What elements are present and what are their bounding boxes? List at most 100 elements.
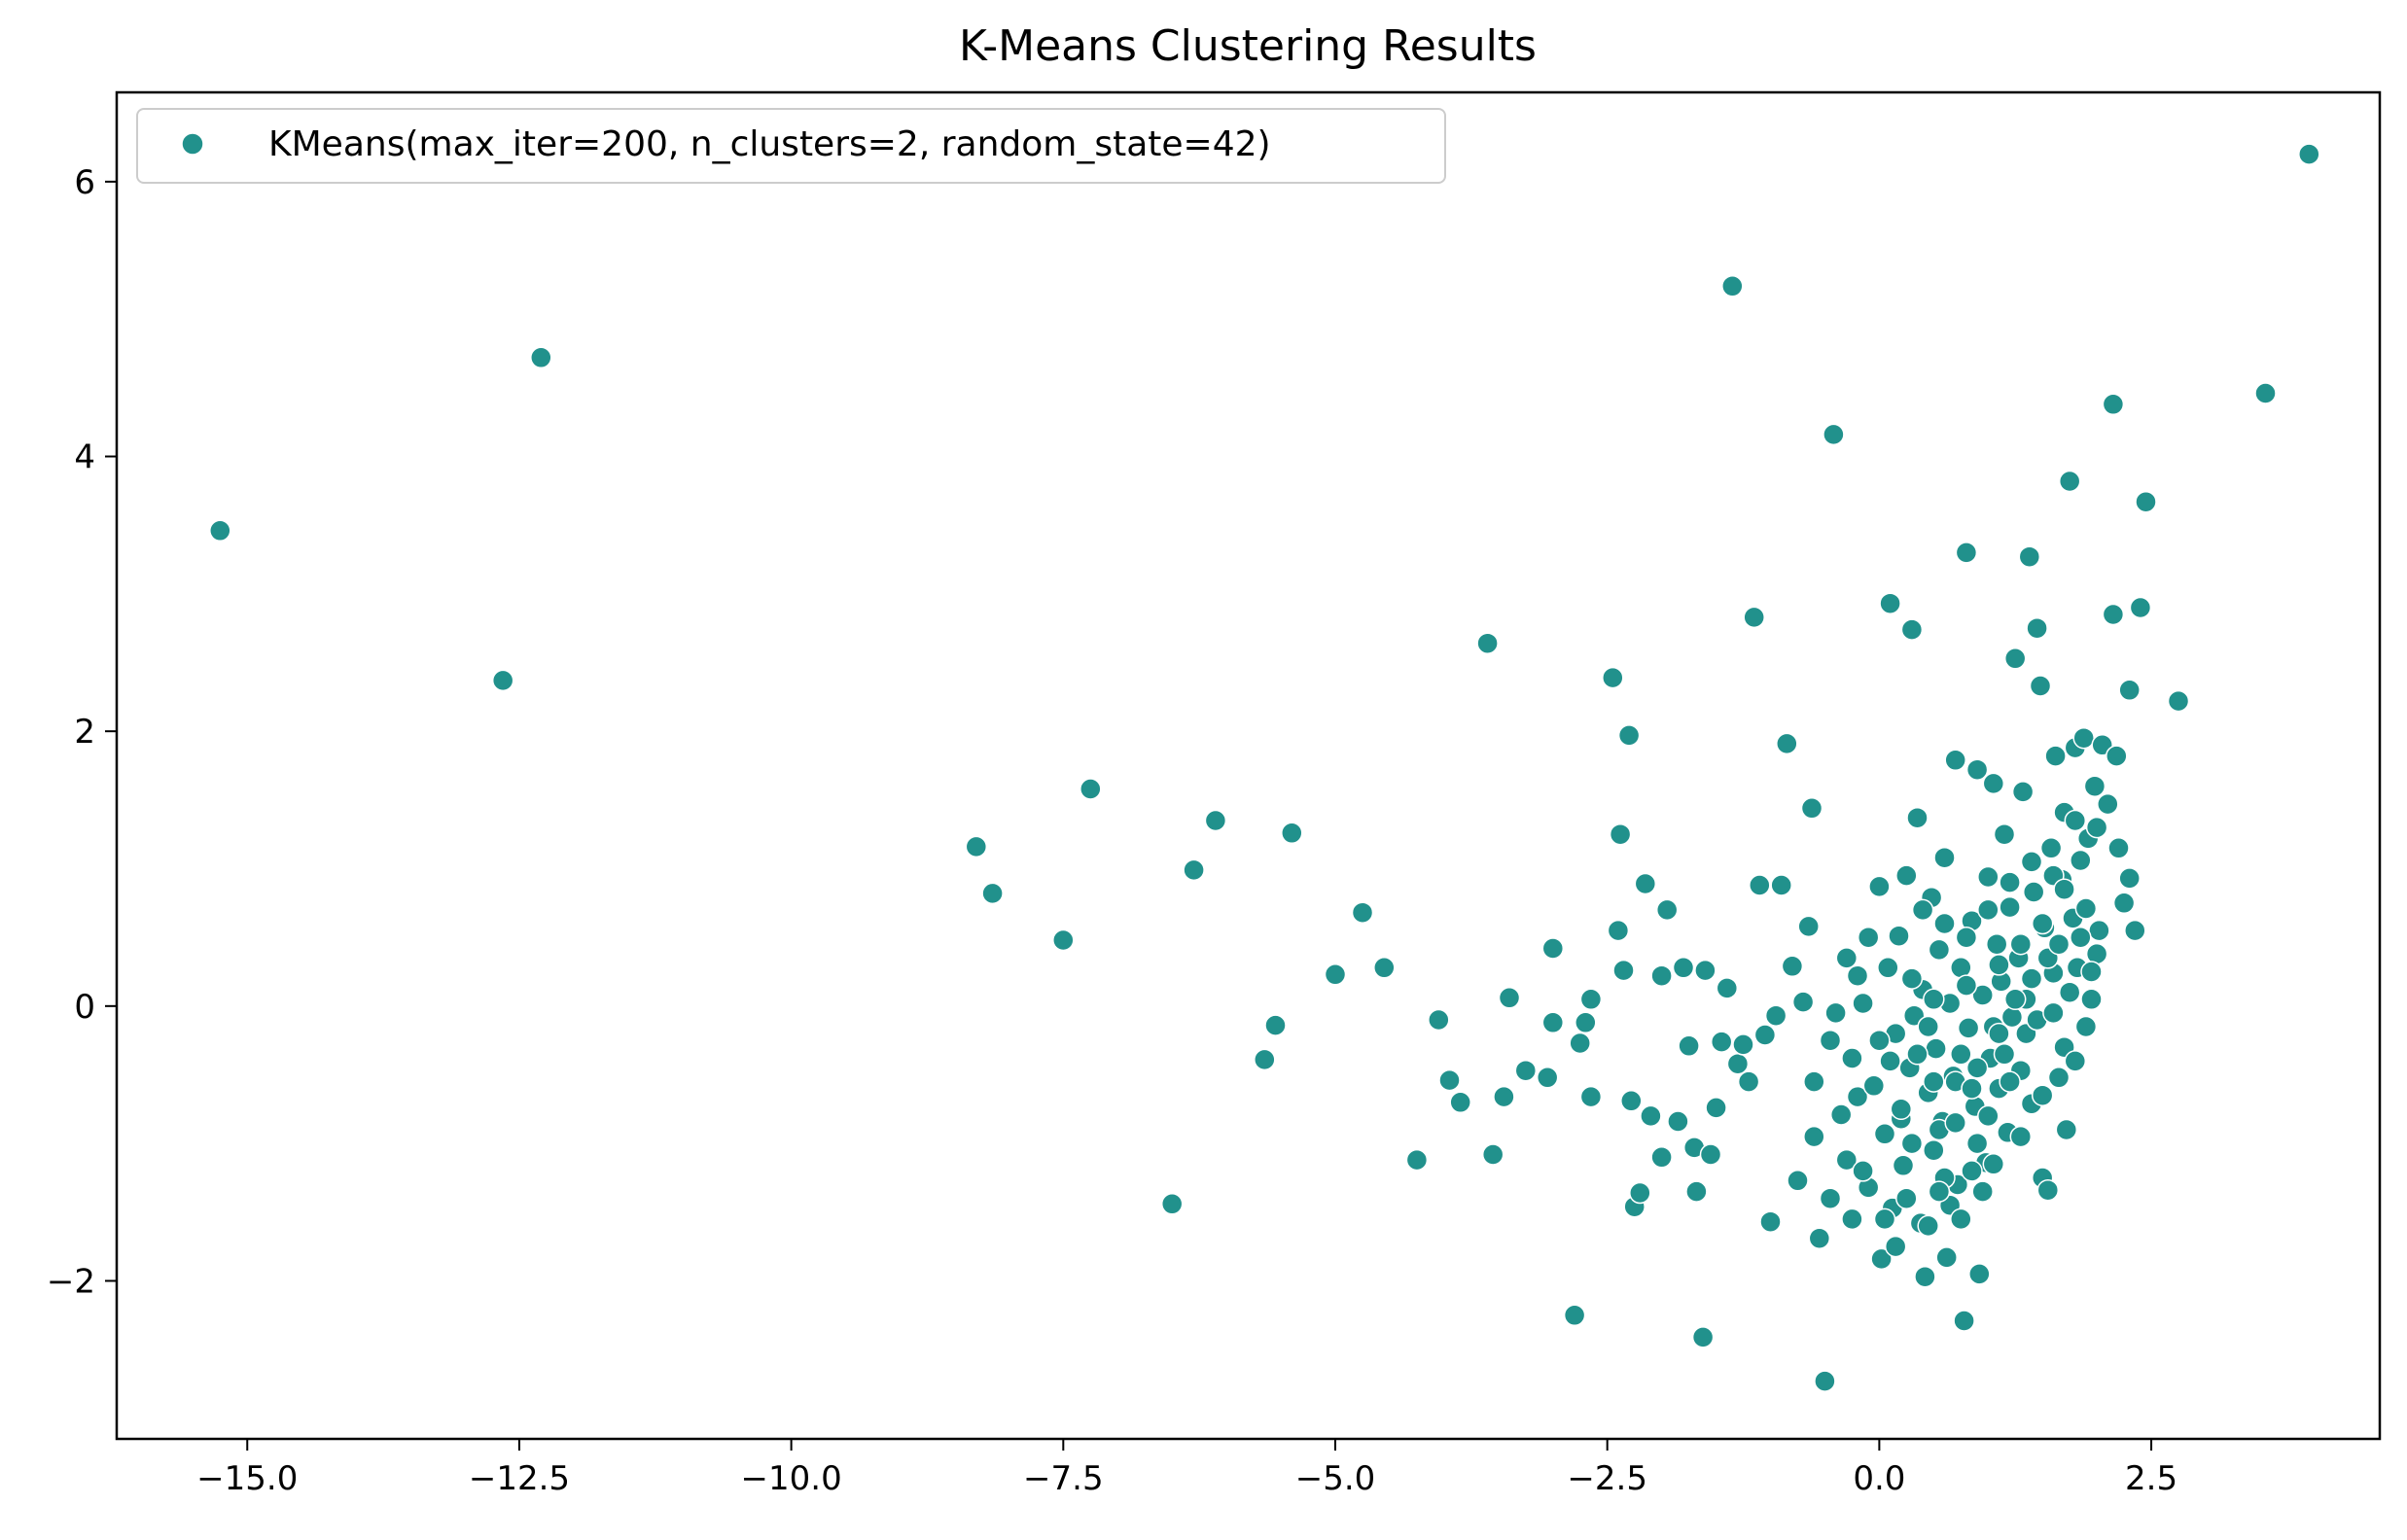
data-point <box>1438 1068 1461 1092</box>
data-point <box>2118 679 2141 702</box>
data-point <box>2070 849 2092 872</box>
data-point <box>2167 689 2190 713</box>
data-point <box>1699 1143 1722 1166</box>
data-point <box>2036 1178 2060 1202</box>
x-tick-label: −5.0 <box>1295 1459 1376 1498</box>
data-point <box>2009 1125 2033 1148</box>
data-point <box>1650 1146 1673 1169</box>
data-point <box>1749 874 1771 896</box>
data-point <box>2112 892 2136 915</box>
data-point <box>1993 822 2016 846</box>
data-point <box>1988 1022 2010 1045</box>
data-point <box>1961 1077 1983 1100</box>
data-point <box>1906 1043 1929 1066</box>
data-point <box>1764 1004 1788 1027</box>
data-point <box>1955 542 1978 564</box>
data-point <box>1541 1011 1565 1034</box>
data-point <box>1808 1227 1831 1249</box>
data-point <box>1950 1208 1972 1231</box>
points-layer <box>209 143 2320 1392</box>
legend-box <box>136 108 1446 184</box>
data-point <box>2011 781 2035 803</box>
data-point <box>2055 1118 2078 1141</box>
data-point <box>1721 275 1744 298</box>
data-point <box>2107 837 2130 859</box>
plot-frame <box>115 90 2382 1441</box>
data-point <box>1982 772 2005 795</box>
x-tick-label: −12.5 <box>469 1459 570 1498</box>
data-point <box>2298 143 2320 165</box>
data-point <box>1819 1029 1842 1052</box>
data-point <box>1743 606 1765 629</box>
data-point <box>2018 545 2041 568</box>
data-point <box>1678 1034 1700 1058</box>
data-point <box>1900 967 1924 990</box>
data-point <box>1944 749 1966 772</box>
data-point <box>1824 1001 1847 1025</box>
data-point <box>1955 974 1978 997</box>
data-point <box>1575 1011 1597 1034</box>
data-point <box>2022 881 2045 903</box>
data-point <box>1999 871 2021 893</box>
x-tick-label: 2.5 <box>2125 1459 2177 1498</box>
data-point <box>1928 938 1951 962</box>
data-point <box>1770 874 1792 896</box>
data-point <box>2031 1084 2054 1106</box>
data-point <box>2003 988 2027 1011</box>
data-point <box>1895 1187 1918 1209</box>
data-point <box>1955 926 1978 949</box>
data-point <box>1797 915 1820 938</box>
data-point <box>1971 1180 1994 1203</box>
legend-marker <box>181 132 204 156</box>
data-point <box>1977 865 2000 889</box>
data-point <box>1877 957 1899 979</box>
data-point <box>530 346 552 369</box>
x-tick-label: −15.0 <box>196 1459 298 1498</box>
data-point <box>2064 1050 2087 1072</box>
data-point <box>1835 1148 1858 1172</box>
data-point <box>1803 1070 1825 1093</box>
data-point <box>209 519 231 542</box>
data-point <box>1961 1160 1983 1182</box>
data-point <box>1655 898 1679 922</box>
data-point <box>1498 987 1521 1009</box>
data-point <box>1449 1091 1471 1114</box>
data-point <box>1080 778 1102 800</box>
data-point <box>2083 775 2106 797</box>
data-point <box>1888 925 1910 947</box>
data-point <box>1569 1032 1591 1055</box>
x-tick-label: −2.5 <box>1567 1459 1647 1498</box>
data-point <box>2053 878 2075 900</box>
x-tick-label: −10.0 <box>741 1459 842 1498</box>
legend: KMeans(max_iter=200, n_clusters=2, rando… <box>136 108 1446 184</box>
y-tick-label: 6 <box>74 163 95 202</box>
data-point <box>1852 992 1874 1015</box>
y-tick-label: 0 <box>74 988 95 1027</box>
y-axis-ticks: −2 0 2 4 6 <box>47 163 117 1301</box>
data-point <box>1481 1143 1504 1166</box>
data-point <box>1052 928 1075 952</box>
data-point <box>1868 1029 1891 1052</box>
data-point <box>1862 1074 1886 1098</box>
data-point <box>1965 1057 1989 1079</box>
data-point <box>1923 1070 1945 1093</box>
data-point <box>1852 1160 1874 1182</box>
data-point <box>1732 1033 1754 1056</box>
data-point <box>1879 592 1901 614</box>
data-point <box>1873 1208 1896 1231</box>
data-point <box>2003 648 2027 670</box>
data-point <box>1971 984 1994 1006</box>
data-point <box>1835 947 1858 969</box>
data-point <box>1900 1132 1924 1155</box>
chart-title: K-Means Clustering Results <box>959 21 1537 71</box>
data-point <box>1925 1037 1947 1060</box>
data-point <box>1759 1210 1782 1233</box>
data-point <box>2000 1005 2024 1029</box>
data-point <box>1895 864 1918 887</box>
data-point <box>2058 470 2081 493</box>
data-point <box>1923 988 1945 1011</box>
data-point <box>1841 1208 1863 1231</box>
data-point <box>1819 1187 1842 1209</box>
data-point <box>1691 1326 1715 1348</box>
data-point <box>2129 596 2152 619</box>
